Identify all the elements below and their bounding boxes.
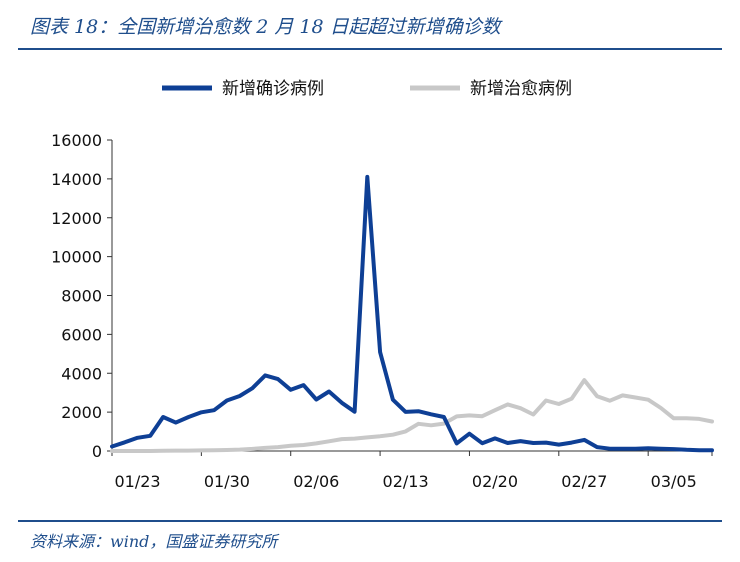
y-tick-label: 14000 (51, 170, 102, 189)
figure-title: 图表 18：全国新增治愈数 2 月 18 日起超过新增确诊数 (30, 16, 501, 38)
source-note: 资料来源：wind，国盛证券研究所 (30, 532, 278, 551)
y-tick-label: 10000 (51, 248, 102, 267)
legend: 新增确诊病例 新增治愈病例 (162, 79, 572, 99)
x-tick-label: 01/30 (204, 472, 250, 491)
x-tick-label: 02/20 (472, 472, 518, 491)
top-rule (18, 48, 722, 50)
y-tick-label: 0 (92, 442, 102, 461)
legend-label-confirmed: 新增确诊病例 (222, 79, 324, 99)
y-tick-label: 4000 (61, 364, 102, 383)
legend-label-cured: 新增治愈病例 (470, 79, 572, 99)
x-tick-label: 03/05 (651, 472, 697, 491)
x-tick-label: 02/06 (293, 472, 339, 491)
series-line-confirmed (110, 174, 714, 453)
x-tick-label: 01/23 (114, 472, 160, 491)
y-tick-label: 16000 (51, 131, 102, 150)
y-tick-label: 8000 (61, 287, 102, 306)
series-lines (110, 174, 714, 453)
y-tick-label: 2000 (61, 403, 102, 422)
bottom-rule (18, 520, 722, 522)
y-tick-label: 12000 (51, 209, 102, 228)
y-ticks: 0 2000 4000 6000 8000 10000 12000 14000 16000 (51, 131, 112, 461)
x-tick-label: 02/27 (561, 472, 607, 491)
x-ticks: 01/23 01/30 02/06 02/13 02/20 02/27 03/05 (111, 451, 713, 491)
series-line-cured (110, 378, 714, 453)
y-tick-label: 6000 (61, 325, 102, 344)
x-tick-label: 02/13 (383, 472, 429, 491)
